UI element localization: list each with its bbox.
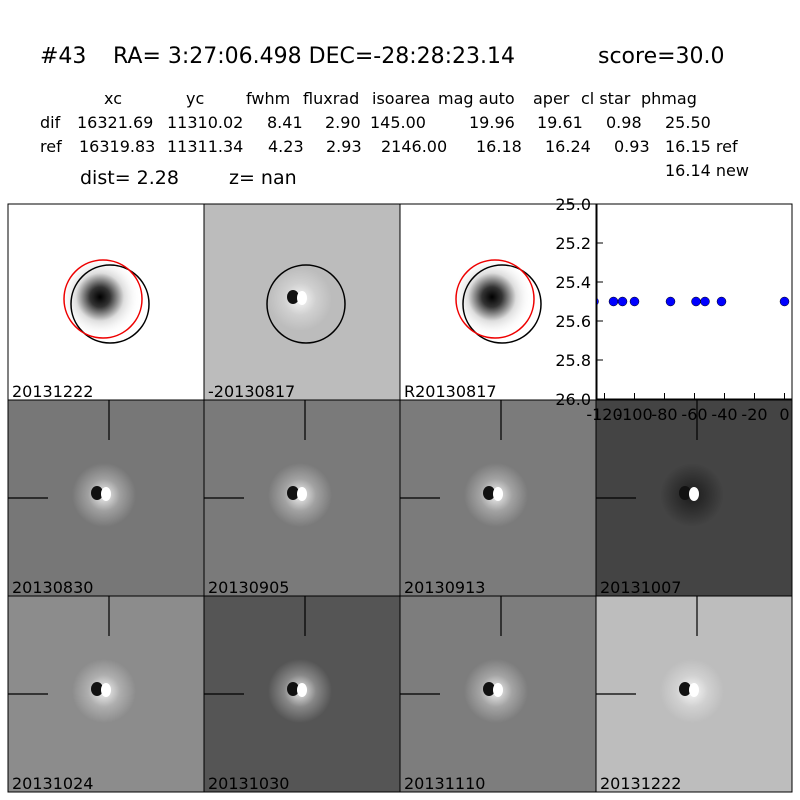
column-header: aper (533, 89, 570, 108)
point (665, 296, 676, 307)
source-blob (60, 257, 140, 337)
table-cell: 16319.83 (79, 137, 155, 156)
residual-bright (101, 683, 111, 697)
stamp-label: 20130905 (208, 578, 289, 597)
x-tick-label: -80 (651, 405, 677, 424)
y-tick-label: 25.0 (555, 195, 591, 214)
residual-dark (287, 682, 299, 696)
x-tick-label: -20 (741, 405, 767, 424)
table-cell: 0.98 (606, 113, 642, 132)
residual-dark (483, 682, 495, 696)
column-header: fwhm (246, 89, 290, 108)
y-tick-label: 25.2 (555, 234, 591, 253)
table-cell: 19.96 (469, 113, 515, 132)
table-cell: 2.90 (325, 113, 361, 132)
table-cell: 8.41 (267, 113, 303, 132)
column-header: yc (186, 89, 204, 108)
y-tick-label: 25.4 (555, 273, 591, 292)
point (779, 296, 790, 307)
y-tick-label: 26.0 (555, 390, 591, 409)
point (716, 296, 727, 307)
stamp-label: 20131030 (208, 774, 289, 793)
stamp-label: 20130913 (404, 578, 485, 597)
stamp-label: 20131007 (600, 578, 681, 597)
z: z= nan (229, 167, 297, 189)
residual-bright (297, 487, 307, 501)
stamp-label: R20130817 (404, 382, 497, 401)
stamp-label: 20131222 (12, 382, 93, 401)
table-cell: 11310.02 (167, 113, 243, 132)
residual-bright (493, 487, 503, 501)
stamp-label: -20130817 (208, 382, 295, 401)
residual-bright (297, 683, 307, 697)
row-label: ref (40, 137, 62, 156)
table-cell: 4.23 (268, 137, 304, 156)
aperture-black (266, 264, 346, 344)
table-cell: 16.18 (476, 137, 522, 156)
dist: dist= 2.28 (80, 167, 179, 189)
x-tick-label: 0 (779, 405, 789, 424)
stamp-label: 20130830 (12, 578, 93, 597)
object-id: #43 (40, 44, 86, 69)
column-header: phmag (641, 89, 697, 108)
point (597, 297, 599, 306)
column-header: xc (104, 89, 122, 108)
residual-dark (679, 486, 691, 500)
point (691, 296, 701, 307)
point (617, 296, 628, 307)
residual-bright (297, 291, 307, 305)
table-cell: 2146.00 (381, 137, 447, 156)
aperture-red (63, 259, 143, 339)
residual-dark (287, 290, 299, 304)
source-blob (452, 257, 532, 337)
points (597, 296, 790, 307)
y-tick-label: 25.8 (555, 351, 591, 370)
residual-dark (91, 486, 103, 500)
table-cell: 145.00 (370, 113, 426, 132)
residual-bright (689, 487, 699, 501)
y-tick-label: 25.6 (555, 312, 591, 331)
stamp-label: 20131222 (600, 774, 681, 793)
point (608, 296, 619, 307)
x-tick-label: -100 (616, 405, 652, 424)
x-tick-label: -120 (586, 405, 622, 424)
stamp-label: 20131024 (12, 774, 93, 793)
residual-dark (91, 682, 103, 696)
column-header: mag auto (438, 89, 515, 108)
column-header: isoarea (372, 89, 430, 108)
table-cell: 16321.69 (77, 113, 153, 132)
row-label: dif (40, 113, 61, 132)
table-cell: 11311.34 (167, 137, 243, 156)
table-cell: 16.15 ref (665, 137, 738, 156)
score: score=30.0 (598, 44, 725, 69)
residual-bright (689, 683, 699, 697)
aperture-red (455, 259, 535, 339)
residual-dark (287, 486, 299, 500)
x-tick-label: -60 (681, 405, 707, 424)
table-cell: 25.50 (665, 113, 711, 132)
stamp-label: 20131110 (404, 774, 485, 793)
point (700, 296, 710, 307)
aperture-black (462, 264, 542, 344)
phmag-new: 16.14 new (665, 161, 749, 180)
table-cell: 0.93 (614, 137, 650, 156)
x-tick-label: -40 (711, 405, 737, 424)
residual-dark (679, 682, 691, 696)
column-header: cl star (581, 89, 631, 108)
table-cell: 16.24 (545, 137, 591, 156)
point (629, 296, 640, 307)
residual-dark (483, 486, 495, 500)
column-header: fluxrad (303, 89, 359, 108)
coordinates: RA= 3:27:06.498 DEC=-28:28:23.14 (113, 44, 515, 69)
residual-bright (101, 487, 111, 501)
residual-bright (493, 683, 503, 697)
aperture-black (70, 264, 150, 344)
table-cell: 19.61 (537, 113, 583, 132)
table-cell: 2.93 (326, 137, 362, 156)
